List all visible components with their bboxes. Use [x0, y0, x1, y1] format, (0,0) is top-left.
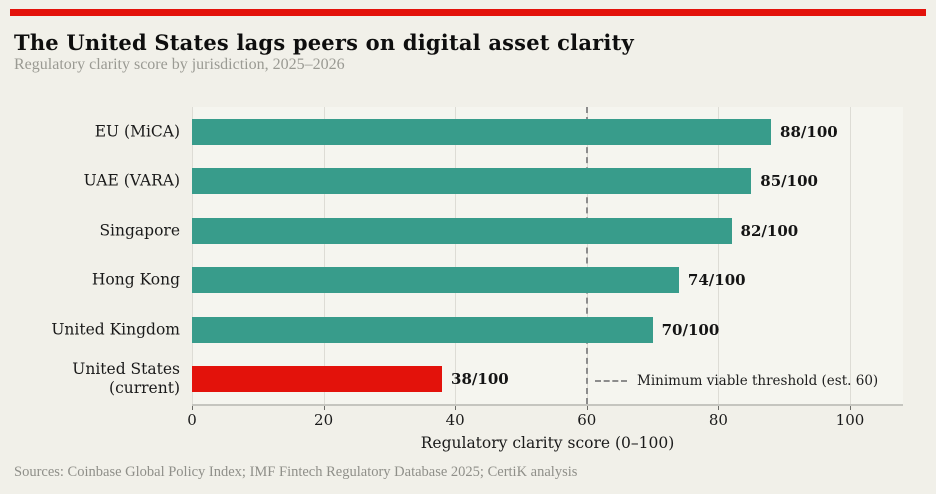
- category-label-uae-vara: UAE (VARA): [83, 171, 180, 190]
- bar-eu-mica: [192, 118, 772, 145]
- brand-accent-stripe: [10, 9, 926, 16]
- tick-label-100: 100: [835, 411, 865, 429]
- legend: Minimum viable threshold (est. 60): [595, 372, 878, 390]
- tick-label-60: 60: [577, 411, 597, 429]
- x-axis-line: [192, 404, 903, 406]
- gridline-40: [455, 107, 457, 404]
- chart-title: The United States lags peers on digital …: [14, 30, 634, 55]
- tick-label-40: 40: [445, 411, 465, 429]
- chart-subtitle: Regulatory clarity score by jurisdiction…: [14, 56, 345, 73]
- tick-mark-40: [455, 406, 457, 410]
- tick-mark-60: [586, 406, 588, 410]
- category-label-singapore: Singapore: [99, 221, 180, 240]
- bar-uae-vara: [192, 168, 752, 195]
- bar-united-kingdom: [192, 316, 653, 343]
- category-label-united-kingdom: United Kingdom: [51, 320, 180, 339]
- tick-mark-80: [718, 406, 720, 410]
- tick-label-0: 0: [187, 411, 197, 429]
- plot-area: 88/100 85/100 82/100 74/100 70/100 38/100 Mini…: [192, 107, 903, 404]
- category-label-eu-mica: EU (MiCA): [94, 122, 180, 141]
- threshold-line: [585, 107, 588, 404]
- value-label-united-states-current: 38/100: [451, 370, 509, 389]
- tick-mark-0: [192, 406, 193, 410]
- category-label-hong-kong: Hong Kong: [91, 270, 180, 289]
- dashed-line-icon: [595, 380, 627, 382]
- value-label-hong-kong: 74/100: [687, 271, 746, 290]
- gridline-0: [192, 107, 193, 404]
- gridline-80: [718, 107, 720, 404]
- bar-hong-kong: [192, 267, 679, 294]
- tick-label-20: 20: [314, 411, 334, 429]
- value-label-eu-mica: 88/100: [780, 122, 838, 141]
- tick-mark-20: [323, 406, 325, 410]
- value-label-singapore: 82/100: [740, 221, 799, 240]
- sources-note: Sources: Coinbase Global Policy Index; I…: [14, 464, 578, 480]
- gridline-100: [850, 107, 851, 404]
- bar-united-states-current: [192, 366, 443, 393]
- tick-label-80: 80: [708, 411, 728, 429]
- tick-mark-100: [850, 406, 851, 410]
- y-axis-labels: EU (MiCA) UAE (VARA) Singapore Hong Kong Uni…: [0, 107, 180, 404]
- value-label-uae-vara: 85/100: [760, 172, 818, 191]
- legend-label: Minimum viable threshold (est. 60): [637, 373, 879, 389]
- value-label-united-kingdom: 70/100: [661, 320, 720, 339]
- category-label-united-states-current: United States (current): [72, 360, 180, 398]
- gridline-20: [323, 107, 325, 404]
- bar-singapore: [192, 217, 732, 244]
- x-axis-label: Regulatory clarity score (0–100): [420, 434, 675, 452]
